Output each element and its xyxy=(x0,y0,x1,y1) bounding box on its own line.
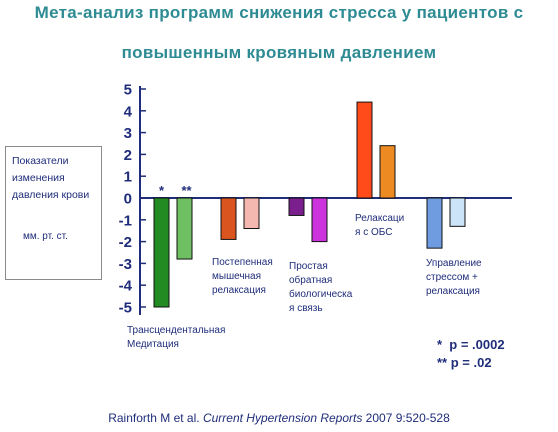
group-label: Трансцендентальная Медитация xyxy=(127,325,225,350)
significance-note-double: ** p = .02 xyxy=(437,355,492,370)
citation: Rainforth M et al. Current Hypertension … xyxy=(0,411,558,425)
group-label-line: релаксация xyxy=(426,286,480,297)
y-axis-label-box: Показатели изменения давления крови мм. … xyxy=(5,146,102,280)
group-label: Постепенная мышечная релаксация xyxy=(212,257,273,296)
y-tick-label: 0 xyxy=(124,191,132,208)
group-label-line: Постепенная xyxy=(212,257,273,268)
group-label-line: Управление xyxy=(426,258,482,269)
significance-note-single: * p = .0002 xyxy=(437,337,505,352)
citation-journal: Current Hypertension Reports xyxy=(202,411,363,425)
y-tick-label: -4 xyxy=(119,278,133,295)
bar xyxy=(449,197,466,227)
group-label-line: релаксация xyxy=(212,285,266,296)
group-label-line: Простая xyxy=(289,261,328,272)
bar xyxy=(356,101,373,199)
bar xyxy=(176,197,193,260)
citation-authors: Rainforth M et al. xyxy=(108,411,203,425)
group-label-line: мышечная xyxy=(212,271,261,282)
group-label: Релаксаци я с ОБС xyxy=(355,213,404,238)
y-tick-label: 3 xyxy=(124,125,132,142)
bar xyxy=(311,197,328,243)
significance-mark: * xyxy=(159,183,165,198)
significance-mark: ** xyxy=(181,183,192,198)
bar xyxy=(426,197,443,249)
y-tick-label: -3 xyxy=(119,256,132,273)
group-label-line: Медитация xyxy=(127,339,179,350)
y-tick-label: -2 xyxy=(119,234,132,251)
y-axis-unit: мм. рт. ст. xyxy=(23,231,68,242)
group-label-line: я с ОБС xyxy=(355,227,392,238)
y-axis-label: Показатели изменения давления крови xyxy=(12,155,90,201)
group-label-line: стрессом + xyxy=(426,272,478,283)
chart-title-line-2: повышенным кровяным давлением xyxy=(121,43,437,62)
y-tick-label: 4 xyxy=(124,103,133,120)
group-label-line: Релаксаци xyxy=(355,213,404,224)
bar xyxy=(153,197,170,308)
y-tick-label: -1 xyxy=(119,212,132,229)
group-label-line: обратная xyxy=(289,274,332,286)
bar xyxy=(379,145,396,199)
y-tick-label: 5 xyxy=(124,82,132,99)
bar xyxy=(243,197,260,230)
citation-details: 2007 9:520-528 xyxy=(362,411,450,425)
bar xyxy=(220,197,237,240)
y-tick-label: -5 xyxy=(119,300,132,317)
group-label-line: я связь xyxy=(289,303,323,314)
y-tick-label: 1 xyxy=(124,169,132,186)
chart-title-line-1: Мета-анализ программ снижения стресса у … xyxy=(34,3,524,22)
group-label-line: биологическа xyxy=(289,288,353,300)
bar xyxy=(288,197,305,216)
group-label-line: Трансцендентальная xyxy=(127,325,225,336)
y-tick-label: 2 xyxy=(124,147,132,164)
group-label: Управление стрессом + релаксация xyxy=(426,258,482,297)
group-label: Простая обратная биологическа я связь xyxy=(289,261,353,314)
